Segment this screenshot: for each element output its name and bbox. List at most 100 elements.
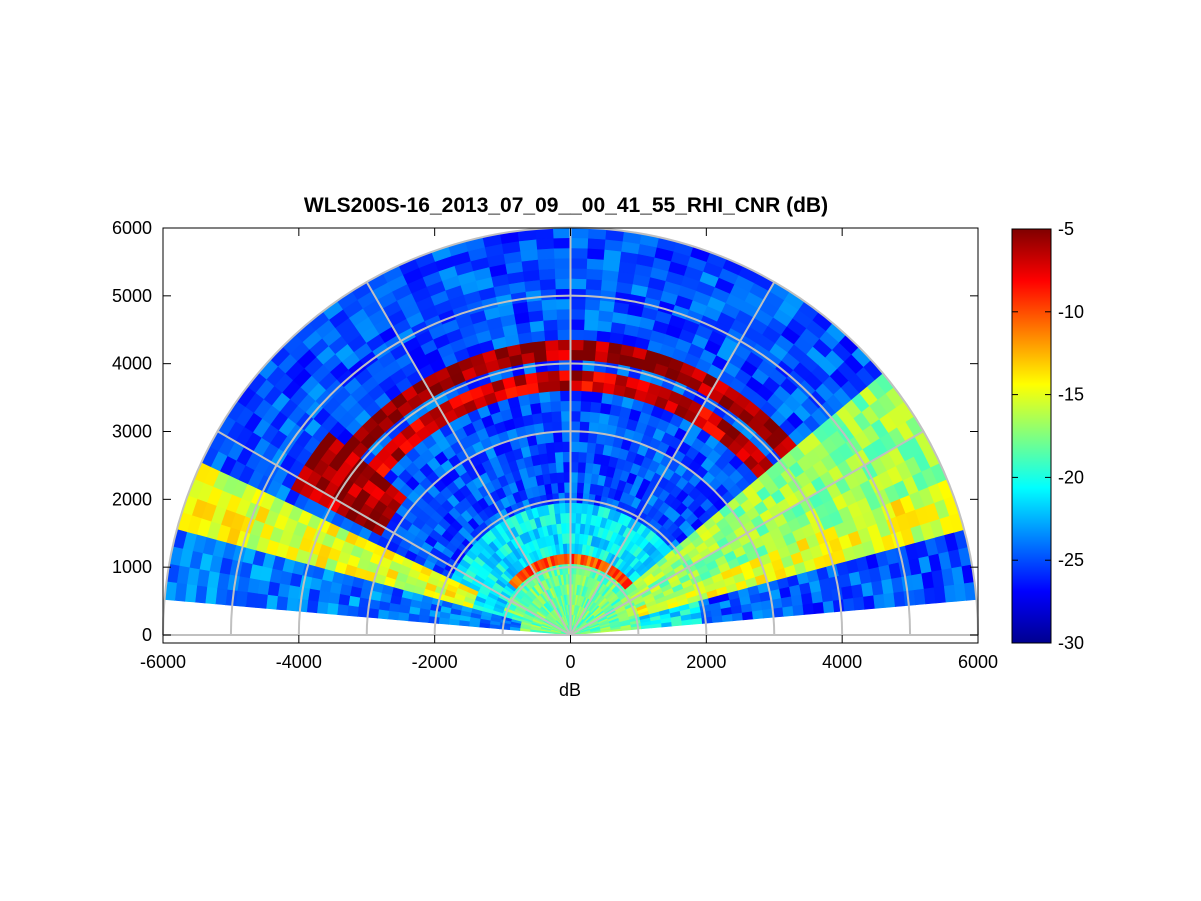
radar-cell — [577, 451, 587, 463]
radar-cell — [573, 543, 579, 555]
radar-cell — [428, 616, 440, 624]
radar-cell — [560, 420, 571, 432]
radar-cell — [913, 588, 927, 606]
radar-cell — [265, 594, 278, 610]
radar-cell — [589, 401, 602, 414]
radar-cell — [570, 318, 585, 331]
radar-cell — [554, 267, 571, 280]
colorbar-gradient — [1011, 228, 1052, 644]
radar-cell — [525, 382, 539, 395]
radar-cell — [599, 289, 617, 303]
radar-cell — [326, 602, 339, 615]
radar-cell — [558, 369, 571, 381]
colorbar-tick-label: -30 — [1058, 633, 1084, 653]
radar-cell — [235, 590, 248, 607]
x-tick-label: -2000 — [412, 652, 458, 672]
radar-cell — [570, 257, 588, 269]
radar-cell — [523, 279, 541, 292]
radar-cell — [552, 237, 571, 249]
radar-cell — [570, 329, 585, 341]
angle-spoke — [365, 281, 572, 636]
angle-spoke — [569, 281, 776, 636]
y-tick-label: 6000 — [112, 218, 152, 238]
radar-cell — [552, 431, 563, 443]
angle-spoke — [569, 430, 924, 636]
radar-cell — [526, 299, 543, 313]
radar-cell — [842, 597, 856, 612]
y-tick-label: 1000 — [112, 557, 152, 577]
radar-cell — [570, 451, 579, 463]
radar-cell — [538, 268, 556, 281]
radar-cell — [792, 604, 805, 616]
radar-cell — [582, 339, 597, 352]
radar-cell — [527, 309, 544, 323]
radar-cells — [164, 227, 977, 636]
radar-cell — [554, 451, 564, 463]
radar-cell — [553, 257, 571, 269]
radar-cell — [583, 308, 600, 321]
radar-cell — [581, 492, 590, 505]
x-tick-label: 0 — [565, 652, 575, 672]
radar-cell — [534, 360, 548, 373]
radar-cell — [557, 339, 571, 351]
plot-area: -6000 -4000 -2000 0 2000 4000 6000 0 1000 2000 300… — [112, 218, 998, 672]
radar-cell — [524, 289, 542, 303]
radar-cell — [598, 412, 610, 425]
radar-cell — [377, 609, 390, 620]
radar-cell — [587, 237, 606, 250]
radar-cell — [570, 349, 584, 361]
x-tick-label: 4000 — [822, 652, 862, 672]
radar-cell — [570, 267, 587, 280]
radar-cell — [579, 410, 591, 423]
radar-cell — [347, 595, 361, 608]
radar-cell — [562, 451, 571, 463]
radar-cell — [570, 400, 582, 412]
x-tick-label: -4000 — [276, 652, 322, 672]
radar-cell — [570, 471, 578, 483]
radar-cell — [556, 481, 565, 494]
radar-cell — [556, 329, 571, 341]
radar-cell — [570, 308, 586, 320]
radar-cell — [584, 298, 601, 311]
radar-cell — [458, 620, 470, 627]
radar-cell — [570, 237, 589, 249]
radar-cell — [581, 370, 594, 382]
radar-cell — [560, 410, 571, 422]
radar-cell — [546, 359, 560, 372]
radar-cell — [317, 590, 331, 604]
radar-cell — [599, 402, 612, 415]
radar-cell — [555, 298, 571, 310]
radar-cell — [802, 602, 815, 615]
axis-ticks: -6000 -4000 -2000 0 2000 4000 6000 0 1000 2000 300… — [112, 218, 998, 672]
radar-cell — [547, 370, 560, 382]
radar-cell — [570, 298, 586, 310]
radar-cell — [570, 441, 580, 453]
radar-cell — [336, 604, 349, 616]
radar-cell — [603, 372, 617, 385]
radar-cell — [578, 441, 588, 453]
radar-cell — [306, 600, 319, 614]
y-tick-label: 0 — [142, 625, 152, 645]
radar-cell — [468, 621, 480, 628]
radar-cell — [586, 258, 604, 270]
y-tick-label: 2000 — [112, 489, 152, 509]
radar-cell — [597, 309, 614, 323]
radar-cell — [575, 502, 583, 514]
colorbar-tick-label: -10 — [1058, 302, 1084, 322]
radar-cell — [555, 471, 565, 484]
radar-cell — [594, 350, 609, 363]
radar-cell — [540, 411, 553, 424]
y-tick-label: 4000 — [112, 354, 152, 374]
chart-title: WLS200S-16_2013_07_09__00_41_55_RHI_CNR … — [304, 194, 828, 217]
radar-cell — [570, 481, 578, 493]
radar-cell — [810, 590, 824, 604]
x-axis-label: dB — [559, 680, 581, 700]
radar-cell — [549, 400, 562, 413]
radar-cell — [555, 308, 571, 320]
radar-cell — [596, 320, 613, 333]
radar-cell — [337, 593, 351, 607]
radar-cell — [873, 593, 886, 609]
radar-cell — [585, 451, 595, 464]
radar-cell — [575, 512, 582, 524]
radar-cell — [555, 461, 564, 473]
